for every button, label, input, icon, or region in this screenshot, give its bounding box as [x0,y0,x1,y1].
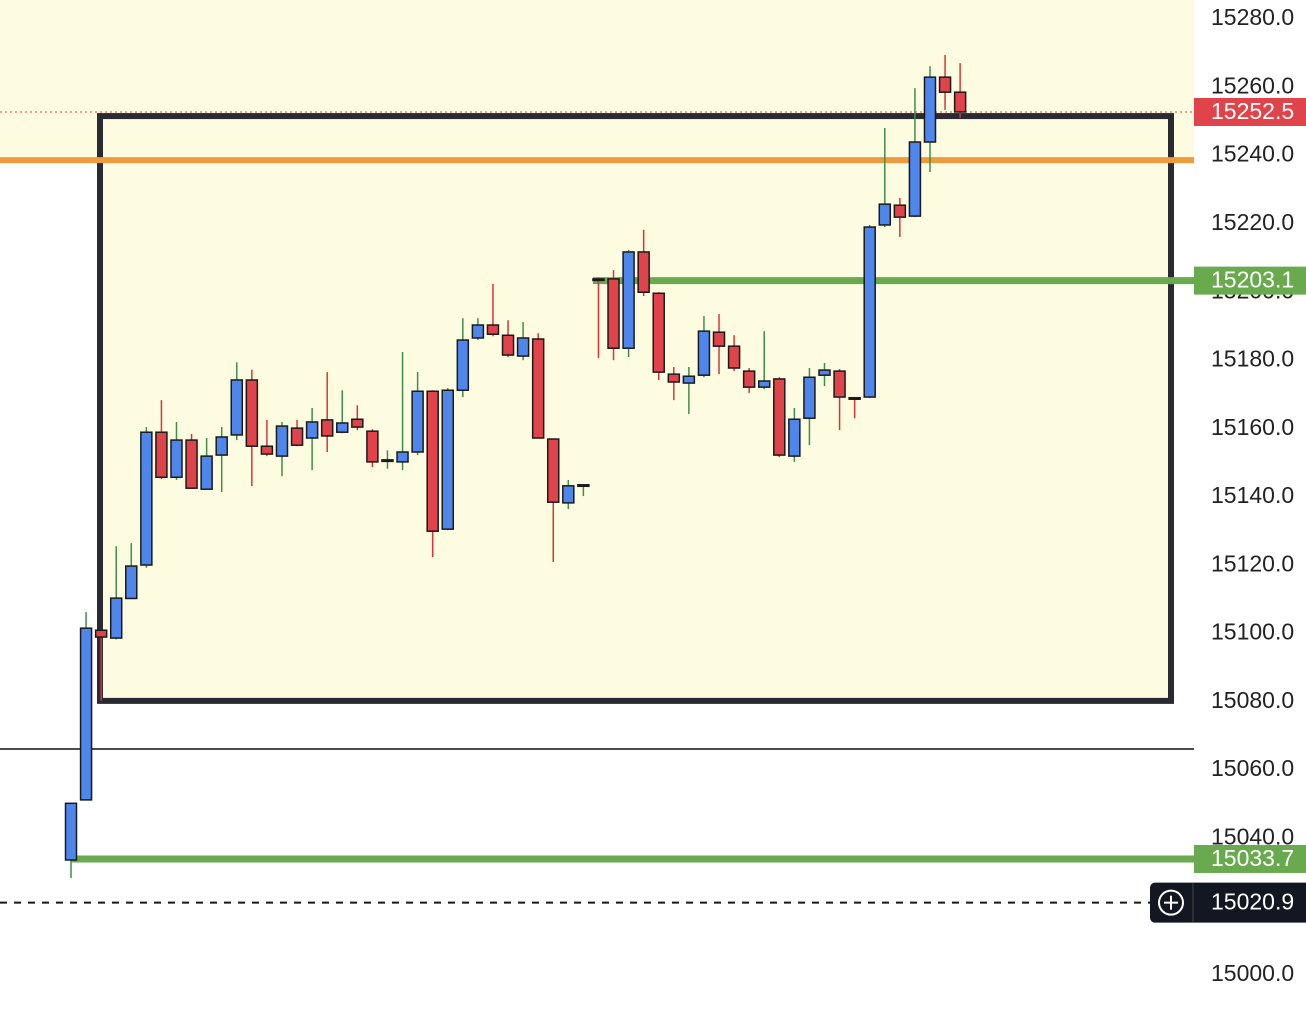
candle-body [140,431,153,566]
candle-body [79,627,93,801]
add-alert-icon[interactable] [1158,889,1184,916]
price-tag [1194,97,1306,126]
candle-body [155,431,168,479]
y-tick-label: 15220.0 [1211,209,1294,235]
candle-body [351,418,364,428]
candle-body [607,278,620,349]
y-tick-label: 15060.0 [1211,755,1294,781]
candle-body [622,251,635,349]
candle-body [682,375,696,384]
candle-body [426,390,439,532]
y-tick-label: 15100.0 [1211,619,1294,645]
candle-body [170,439,183,479]
candle-body [848,396,861,400]
candle-body [320,419,334,437]
candle-body [381,459,394,463]
candle-body [441,389,454,530]
candle-body [908,141,922,217]
price-tag-label: 15020.9 [1211,889,1294,915]
candle-body [773,378,786,456]
price-tag-label: 15203.1 [1211,267,1294,293]
candle-body [366,430,379,463]
price-tag [1194,844,1306,873]
candle-body [893,204,907,218]
candle-body [109,597,123,639]
box [97,113,1174,704]
candle-body [818,369,831,376]
price-tag [1150,882,1306,923]
candle-body [727,345,741,369]
candle-body [471,324,485,339]
candle-body [863,226,876,398]
candle-body [245,379,259,447]
candle-body [697,330,711,376]
candle-body [125,565,138,600]
y-tick-label: 15260.0 [1211,72,1294,98]
candle-body [712,331,726,347]
candle-body [742,370,756,388]
candle-body [290,427,304,446]
candle-body [637,251,650,293]
price-tag-label: 15033.7 [1211,845,1294,871]
candle-body [305,421,319,439]
y-tick-label: 15080.0 [1211,687,1294,713]
candle-body [878,203,892,226]
candle-body [64,802,78,861]
candle-body [577,484,590,488]
candle-body [396,451,409,463]
candle-body [336,422,349,433]
price-tag-label: 15252.5 [1211,98,1294,124]
candle-body [833,370,846,398]
candle-body [411,390,424,453]
y-tick-label: 15160.0 [1211,414,1294,440]
candle-body [546,438,560,503]
candle-body [486,324,500,335]
y-tick-label: 15180.0 [1211,346,1294,372]
y-tick-label: 15120.0 [1211,550,1294,576]
candle-body [275,425,289,457]
y-tick-label: 15000.0 [1211,960,1294,986]
candle-body [516,337,530,357]
candle-body [562,485,575,504]
candle-body [953,91,967,113]
candle-body [923,76,937,143]
candle-body [215,436,228,456]
candle-body [531,338,545,439]
candle-body [788,418,801,457]
candle-body [230,379,244,436]
candle-body [592,278,605,282]
candle-body [94,629,108,638]
candle-body [757,380,771,388]
candle-body [456,339,470,391]
candle-body [501,334,515,356]
y-tick-label: 15280.0 [1211,4,1294,30]
y-tick-label: 15240.0 [1211,141,1294,167]
candle-body [938,76,952,93]
y-tick-label: 15140.0 [1211,482,1294,508]
candle-body [260,445,274,455]
candle-body [200,455,213,490]
candle-body [185,439,198,489]
candle-body [667,373,681,383]
price-tag [1194,266,1306,295]
candle-body [652,292,665,373]
candle-body [803,376,816,419]
